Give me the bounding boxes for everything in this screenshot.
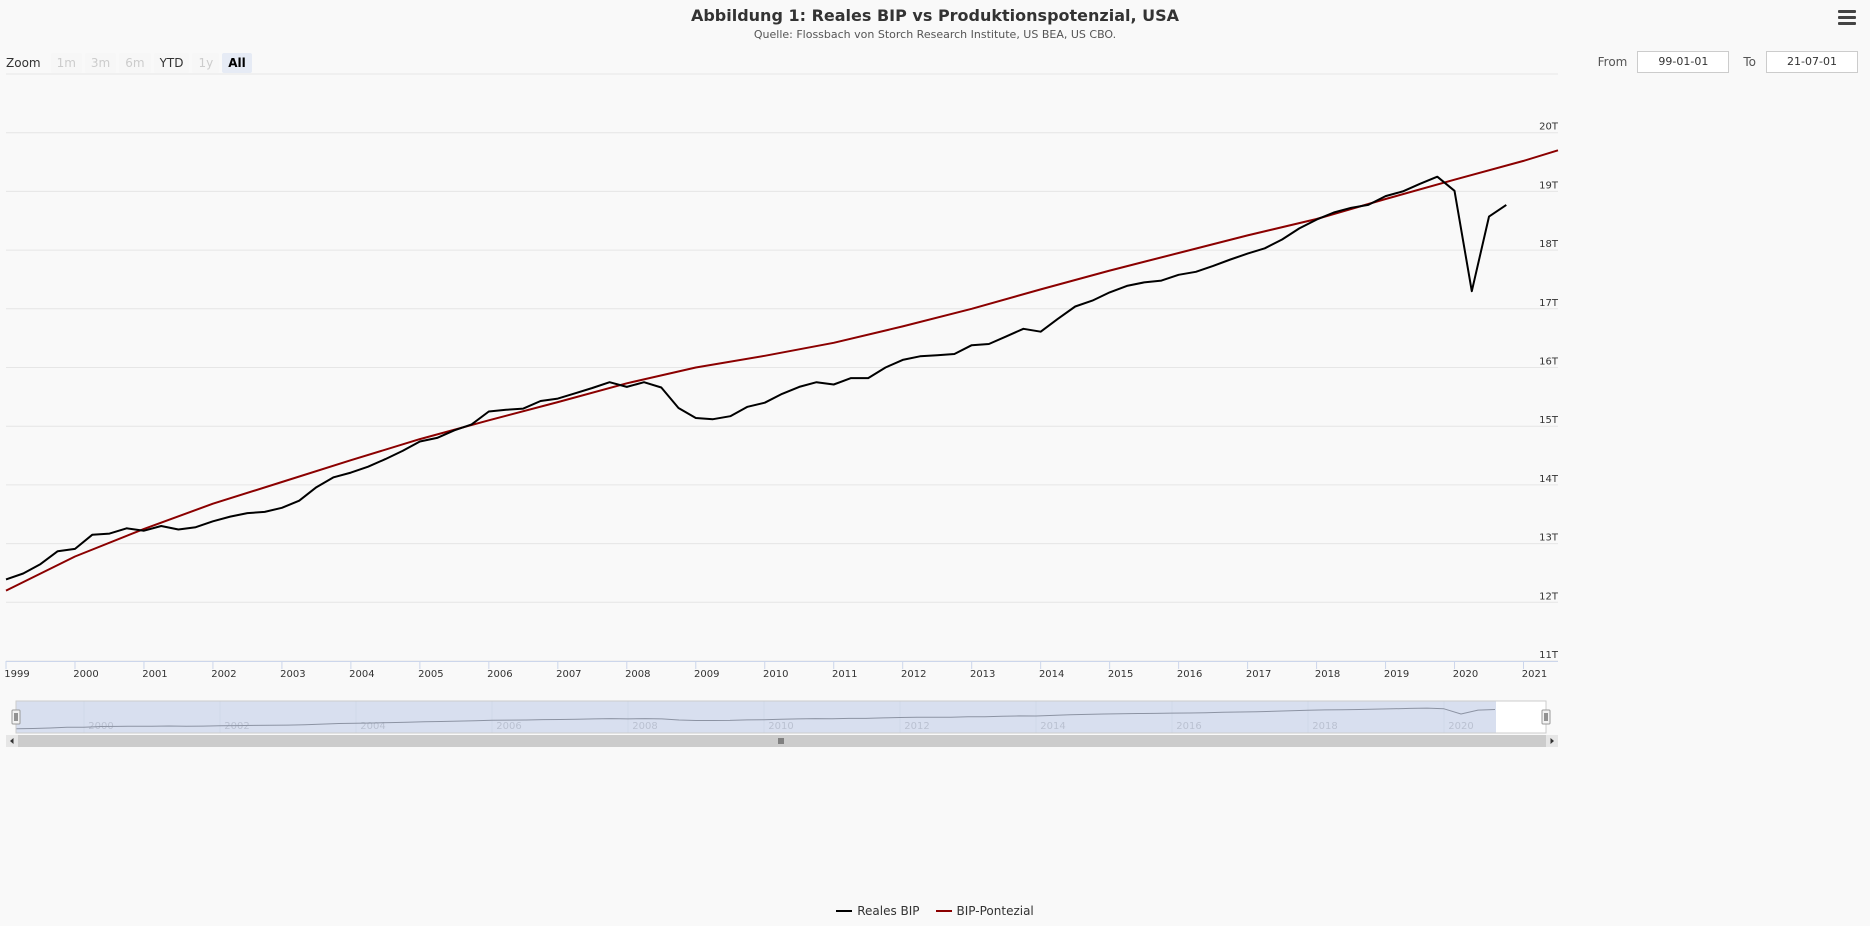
handle-grip	[11, 709, 21, 725]
zoom-1y-button[interactable]: 1y	[192, 53, 220, 73]
x-tick-label: 2008	[625, 669, 650, 680]
x-tick-label: 2006	[487, 669, 512, 680]
x-tick-label: 2005	[418, 669, 443, 680]
x-tick-label: 2011	[832, 669, 857, 680]
chart-title: Abbildung 1: Reales BIP vs Produktionspo…	[690, 6, 1180, 25]
hamburger-menu-icon[interactable]	[1838, 10, 1856, 26]
y-tick-label: 13T	[1539, 533, 1559, 544]
chevron-right-icon	[1550, 738, 1554, 744]
x-tick-label: 2018	[1315, 669, 1340, 680]
x-tick-label: 2003	[280, 669, 305, 680]
legend-swatch-reales-bip	[836, 910, 853, 912]
to-label: To	[1743, 55, 1756, 69]
x-tick-label: 2016	[1177, 669, 1202, 680]
chart-subtitle: Quelle: Flossbach von Storch Research In…	[753, 28, 1117, 41]
zoom-3m-button[interactable]: 3m	[84, 53, 117, 73]
y-tick-label: 14T	[1539, 474, 1559, 485]
from-label: From	[1597, 55, 1628, 69]
x-tick-label: 2017	[1246, 669, 1271, 680]
chevron-left-icon	[10, 738, 14, 744]
navigator-selection-mask[interactable]	[16, 701, 1496, 733]
legend-swatch-bip-potenzial	[935, 910, 952, 912]
x-tick-label: 2019	[1384, 669, 1409, 680]
from-date-input[interactable]: 99-01-01	[1637, 51, 1730, 73]
zoom-selector: Zoom 1m 3m 6m YTD 1y All	[6, 52, 255, 74]
handle-grip	[1541, 709, 1551, 725]
y-tick-label: 19T	[1539, 180, 1559, 191]
x-tick-label: 2013	[970, 669, 995, 680]
legend-label-reales-bip: Reales BIP	[857, 904, 920, 918]
date-range-selector: From 99-01-01 To 21-07-01	[1598, 51, 1858, 73]
zoom-ytd-button[interactable]: YTD	[153, 53, 190, 73]
y-tick-label: 12T	[1539, 591, 1559, 602]
x-tick-label: 2010	[763, 669, 788, 680]
y-tick-label: 15T	[1539, 415, 1559, 426]
y-tick-label: 17T	[1539, 298, 1559, 309]
x-tick-label: 2007	[556, 669, 581, 680]
to-date-input[interactable]: 21-07-01	[1766, 51, 1858, 73]
x-tick-label: 2020	[1453, 669, 1478, 680]
legend-item-bip-potenzial[interactable]: BIP-Pontezial	[935, 904, 1034, 918]
legend: Reales BIP BIP-Pontezial	[0, 904, 1870, 918]
legend-label-bip-potenzial: BIP-Pontezial	[956, 904, 1034, 918]
y-tick-label: 16T	[1539, 357, 1559, 368]
x-tick-label: 2021	[1522, 669, 1547, 680]
x-tick-label: 2012	[901, 669, 926, 680]
zoom-6m-button[interactable]: 6m	[119, 53, 151, 73]
legend-item-reales-bip[interactable]: Reales BIP	[836, 904, 920, 918]
y-tick-label: 20T	[1539, 122, 1559, 133]
x-tick-label: 2015	[1108, 669, 1133, 680]
x-tick-label: 2000	[73, 669, 98, 680]
zoom-all-button[interactable]: All	[222, 53, 252, 73]
x-tick-label: 2002	[211, 669, 236, 680]
x-tick-label: 2004	[349, 669, 374, 680]
x-tick-label: 1999	[4, 669, 29, 680]
zoom-label: Zoom	[6, 56, 41, 70]
y-tick-label: 11T	[1539, 650, 1559, 661]
y-tick-label: 18T	[1539, 239, 1559, 250]
x-tick-label: 2014	[1039, 669, 1064, 680]
x-tick-label: 2009	[694, 669, 719, 680]
zoom-1m-button[interactable]: 1m	[50, 53, 82, 73]
x-tick-label: 2001	[142, 669, 167, 680]
navigator-left-handle[interactable]	[11, 709, 21, 725]
navigator-right-handle[interactable]	[1541, 709, 1551, 725]
series-line-reales-bip	[5, 175, 1507, 581]
